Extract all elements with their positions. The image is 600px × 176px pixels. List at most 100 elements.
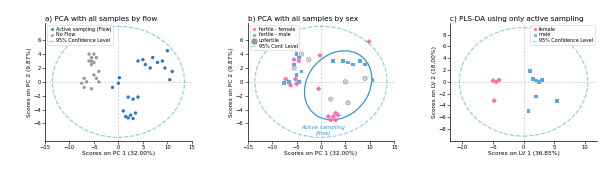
Point xyxy=(296,53,306,55)
Point xyxy=(86,63,96,66)
Point xyxy=(128,98,138,101)
Point xyxy=(292,74,301,76)
Point xyxy=(343,61,353,64)
Text: b) PCA with all samples by sex: b) PCA with all samples by sex xyxy=(248,15,358,22)
Point xyxy=(77,82,86,85)
Point xyxy=(331,112,340,114)
Point xyxy=(348,63,358,66)
Point xyxy=(89,53,99,55)
Point xyxy=(531,95,541,98)
Point xyxy=(528,77,538,80)
Point xyxy=(165,78,175,81)
Point xyxy=(360,63,370,66)
Y-axis label: Scores on PC 2 (9.87%): Scores on PC 2 (9.87%) xyxy=(229,47,234,117)
Point xyxy=(79,77,89,80)
Point xyxy=(534,80,544,83)
Y-axis label: Scores on LV 2 (18.00%): Scores on LV 2 (18.00%) xyxy=(432,46,437,118)
Point xyxy=(304,58,314,61)
Point xyxy=(355,60,365,62)
Point xyxy=(494,79,504,81)
Point xyxy=(148,56,157,59)
Point xyxy=(126,114,136,117)
Point xyxy=(121,115,131,118)
X-axis label: Scores on PC 1 (32.00%): Scores on PC 1 (32.00%) xyxy=(82,151,155,156)
Point xyxy=(153,61,163,64)
Point xyxy=(128,117,138,120)
Point xyxy=(92,56,101,59)
Point xyxy=(294,80,304,83)
Point xyxy=(296,53,306,55)
Point xyxy=(326,119,335,121)
Point xyxy=(115,76,124,79)
Point xyxy=(79,86,89,89)
Point xyxy=(289,67,299,69)
Point xyxy=(531,79,541,82)
Point xyxy=(343,101,353,104)
Point xyxy=(84,60,94,62)
Point xyxy=(524,110,533,113)
Point xyxy=(368,78,377,81)
Point xyxy=(488,79,498,82)
Point xyxy=(341,80,350,83)
Point xyxy=(167,70,177,73)
Point xyxy=(94,80,104,83)
Point xyxy=(292,83,301,85)
Point xyxy=(304,58,314,61)
Point xyxy=(294,60,304,62)
Point xyxy=(341,80,350,83)
Point xyxy=(537,79,547,81)
Point xyxy=(286,84,295,87)
Point xyxy=(84,53,94,55)
Point xyxy=(525,70,535,73)
Point xyxy=(296,70,306,73)
Point xyxy=(131,112,140,114)
Point xyxy=(145,67,155,69)
Point xyxy=(360,77,370,80)
Point xyxy=(86,60,96,62)
Point xyxy=(160,67,170,69)
Point xyxy=(326,98,335,101)
Text: a) PCA with all samples by flow: a) PCA with all samples by flow xyxy=(45,15,157,22)
Point xyxy=(490,99,499,102)
Point xyxy=(92,77,101,80)
X-axis label: Scores on PC 1 (32.00%): Scores on PC 1 (32.00%) xyxy=(284,151,358,156)
Point xyxy=(133,60,143,62)
Point xyxy=(89,74,99,76)
X-axis label: Scores on LV 1 (36.85%): Scores on LV 1 (36.85%) xyxy=(488,151,560,156)
Point xyxy=(315,54,325,57)
Point xyxy=(118,110,128,112)
Point xyxy=(326,98,335,101)
Point xyxy=(113,82,123,85)
Point xyxy=(491,80,501,83)
Legend: Active sampling (Flow), No Flow, 95% Confidence Level: Active sampling (Flow), No Flow, 95% Con… xyxy=(47,25,113,45)
Point xyxy=(138,58,148,61)
Point xyxy=(338,60,348,62)
Point xyxy=(289,58,299,61)
Point xyxy=(94,70,104,73)
Point xyxy=(328,115,338,118)
Point xyxy=(284,80,294,83)
Point xyxy=(158,60,167,62)
Point xyxy=(553,99,562,102)
Point xyxy=(82,80,91,83)
Point xyxy=(331,119,340,121)
Point xyxy=(291,78,301,80)
Point xyxy=(281,78,290,80)
Legend: female, male, 95% Confidence Level: female, male, 95% Confidence Level xyxy=(530,25,595,45)
Point xyxy=(163,49,172,52)
Point xyxy=(86,87,96,90)
Point xyxy=(133,96,143,99)
Point xyxy=(323,115,333,118)
Point xyxy=(328,60,338,62)
Point xyxy=(292,53,301,55)
Point xyxy=(289,63,299,66)
Point xyxy=(343,101,353,104)
Text: c) PLS-DA using only active sampling: c) PLS-DA using only active sampling xyxy=(450,15,584,22)
Legend: fertile - female, fertile - male, unfertile, 95% Conf. Level: fertile - female, fertile - male, unfert… xyxy=(250,25,299,50)
Y-axis label: Scores on PC 2 (9.87%): Scores on PC 2 (9.87%) xyxy=(26,47,32,117)
Point xyxy=(86,56,96,59)
Text: Active sampling
(flow): Active sampling (flow) xyxy=(302,125,346,136)
Point xyxy=(334,114,343,117)
Point xyxy=(280,82,289,85)
Point xyxy=(124,96,133,99)
